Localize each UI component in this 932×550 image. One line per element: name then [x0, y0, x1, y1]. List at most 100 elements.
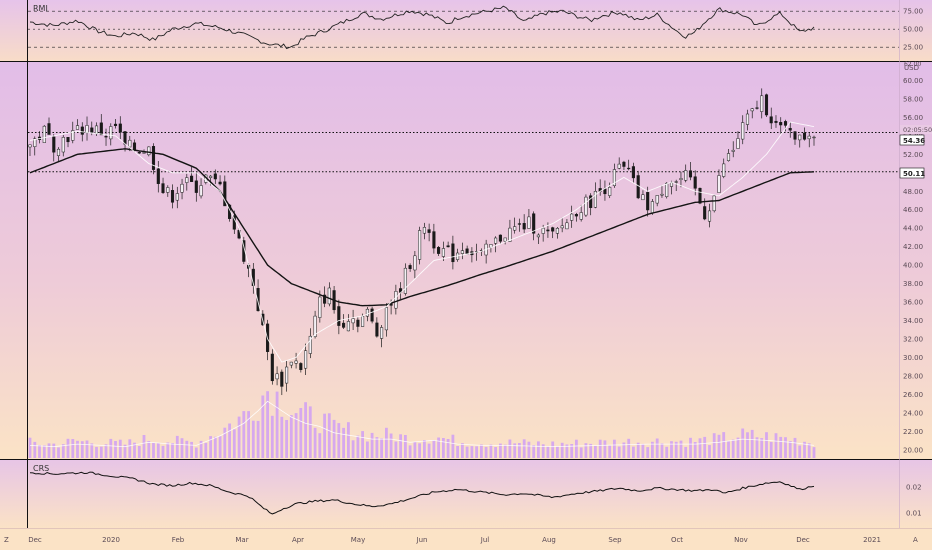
volume-bar [413, 441, 417, 458]
volume-bar [717, 434, 721, 458]
candle-body [370, 308, 374, 322]
candle-body [631, 166, 635, 179]
candle-body [527, 216, 531, 229]
candle-body [161, 183, 165, 193]
price-tick-label: 22.00 [903, 428, 923, 436]
candle-body [280, 371, 284, 387]
volume-bar [308, 406, 312, 458]
current-price-label: 54.36 [903, 137, 925, 145]
volume-bar [722, 432, 726, 458]
volume-bar [42, 445, 46, 458]
candle-body [42, 125, 46, 143]
volume-bar [337, 423, 341, 458]
volume-bar [118, 439, 122, 458]
volume-bar [803, 441, 806, 458]
volume-bar [213, 436, 217, 458]
volume-bar [204, 442, 208, 458]
volume-bar [594, 445, 597, 458]
volume-bar [741, 428, 745, 458]
volume-bar [750, 429, 754, 458]
candle-body [764, 94, 769, 116]
volume-bar [351, 440, 355, 458]
candle-body [47, 123, 51, 135]
volume-bar [508, 439, 512, 458]
candle-body [123, 131, 127, 145]
candle-body [104, 136, 108, 138]
volume-bar [270, 415, 274, 458]
volume-bar [522, 439, 526, 458]
volume-bar [494, 447, 497, 458]
volume-bar [617, 446, 621, 458]
volume-bar [484, 446, 488, 458]
candle-body [85, 125, 89, 133]
candle-body [513, 226, 517, 231]
candle-body [684, 170, 688, 181]
time-tick-label: Dec [28, 536, 42, 544]
volume-bar [418, 443, 421, 458]
volume-bar [356, 435, 360, 458]
volume-average-line [29, 400, 815, 448]
candle-body [90, 127, 94, 133]
rmi-pane[interactable] [0, 0, 932, 61]
price-tick-label: 44.00 [903, 225, 923, 233]
volume-bar [698, 438, 702, 458]
volume-bar [641, 443, 645, 458]
volume-bar [575, 439, 578, 458]
candle-body [494, 237, 498, 244]
volume-bar [342, 427, 345, 458]
toolbar-left-label[interactable]: Z [4, 536, 9, 544]
price-pane[interactable] [0, 62, 932, 459]
candle-body [361, 315, 365, 327]
price-tick-label: 38.00 [903, 280, 923, 288]
time-axis-bar[interactable] [0, 528, 932, 550]
candle-body [774, 120, 778, 123]
volume-bar [627, 438, 631, 458]
candle-body [665, 182, 669, 197]
volume-bar [347, 422, 350, 458]
candle-body [313, 315, 317, 337]
candle-body [71, 130, 75, 141]
time-tick-label: Nov [734, 536, 748, 544]
volume-bar [332, 419, 336, 458]
rmi-tick-label: 25.00 [903, 44, 923, 52]
volume-bar [769, 441, 773, 458]
candle-body [213, 173, 217, 180]
volume-bar [708, 445, 711, 458]
candle-body [641, 194, 645, 201]
candle-body [793, 131, 797, 140]
candle-body [669, 182, 674, 187]
volume-bar [190, 441, 193, 458]
volume-bar [175, 435, 179, 458]
volume-bar [646, 447, 650, 458]
candle-body [175, 193, 179, 201]
volume-bar [375, 437, 379, 458]
volume-bar [385, 427, 388, 458]
candle-body [717, 175, 721, 193]
candle-body [147, 146, 151, 156]
candle-body [603, 188, 607, 195]
volume-bar [304, 402, 307, 458]
candle-body [289, 361, 293, 366]
crs-line [29, 471, 815, 515]
volume-bar [693, 442, 697, 458]
volume-bar [66, 438, 70, 458]
candle-body [489, 244, 493, 248]
toolbar-right-label[interactable]: A [913, 536, 918, 544]
price-tick-label: 56.00 [903, 114, 923, 122]
candle-body [617, 163, 621, 169]
volume-bar [779, 436, 783, 458]
volume-bar [584, 443, 588, 458]
crs-pane[interactable] [0, 460, 932, 528]
volume-bar [765, 432, 768, 458]
volume-bar [323, 413, 326, 458]
candle-body [541, 227, 545, 234]
candle-body [655, 195, 659, 204]
volume-bar [446, 439, 450, 458]
candle-body [170, 190, 175, 203]
candle-body [698, 187, 702, 204]
volume-bar [541, 444, 545, 458]
volume-bar [613, 439, 616, 458]
volume-bar [313, 427, 317, 458]
candle-body [299, 363, 303, 370]
